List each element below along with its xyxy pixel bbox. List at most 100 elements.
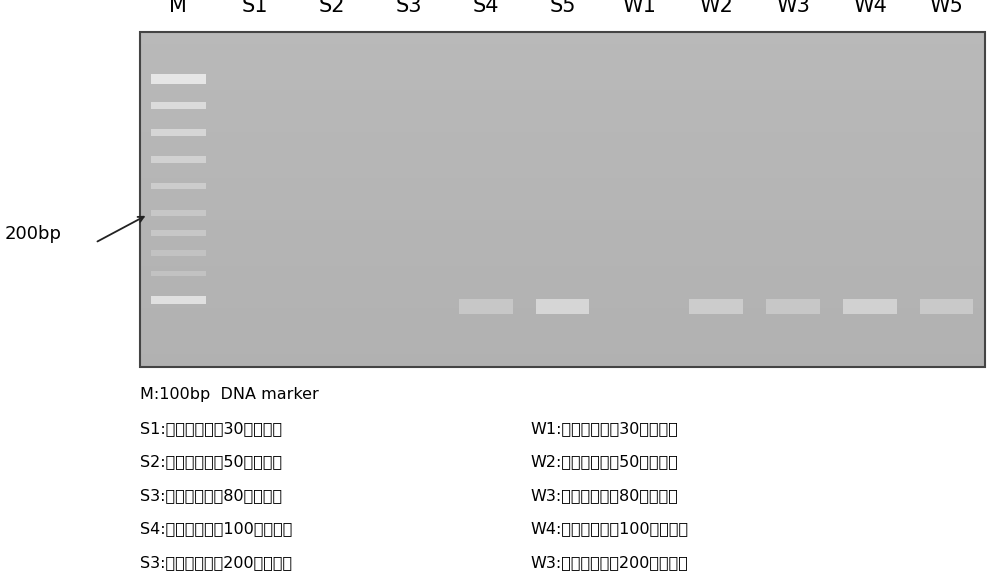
Bar [140,232,985,237]
Text: W1:野生型解旋酢30拷贝模板: W1:野生型解旋酢30拷贝模板 [530,421,678,436]
Bar [766,299,820,314]
Bar [459,299,513,314]
Bar [140,124,985,128]
Text: S1: S1 [242,0,268,16]
Bar [140,157,985,162]
Bar [140,320,985,325]
Text: 200bp: 200bp [5,225,62,243]
Bar [140,228,985,233]
Bar [151,74,206,84]
Bar [140,39,985,45]
Bar [140,61,985,65]
Bar [151,271,206,276]
Text: W3: W3 [776,0,810,16]
Bar [140,312,985,317]
Bar [140,249,985,254]
Text: S4:商业化试剂盖100拷贝模板: S4:商业化试剂盖100拷贝模板 [140,521,292,536]
Bar [140,65,985,69]
Bar [140,44,985,49]
Bar [140,346,985,350]
Bar [140,299,985,304]
Bar [140,52,985,57]
Bar [140,161,985,166]
Bar [140,329,985,334]
Text: S3:商业化试剂盖200拷贝模板: S3:商业化试剂盖200拷贝模板 [140,555,292,570]
Bar [140,270,985,275]
Bar [140,77,985,82]
Bar [140,140,985,145]
Bar [140,291,985,296]
Bar [140,111,985,116]
Bar [140,208,985,212]
Text: W4: W4 [853,0,887,16]
Text: W4:野生型解旋酢100拷贝模板: W4:野生型解旋酢100拷贝模板 [530,521,688,536]
Bar [140,362,985,367]
Bar [140,258,985,262]
Bar [140,178,985,183]
Bar [140,303,985,309]
Bar [140,153,985,157]
Bar [140,224,985,229]
Bar [151,250,206,255]
Text: M: M [169,0,187,16]
Bar [151,156,206,162]
Bar [140,31,985,36]
Bar [140,199,985,203]
Bar [140,316,985,321]
Bar [140,136,985,141]
Bar [140,149,985,153]
Bar [151,297,206,303]
Bar [140,182,985,187]
Bar [140,295,985,300]
Bar [140,165,985,170]
Bar [140,119,985,124]
Bar [140,107,985,112]
Text: S3: S3 [396,0,422,16]
Bar [140,236,985,242]
Bar [843,299,897,314]
Text: W2: W2 [699,0,733,16]
Text: S4: S4 [472,0,499,16]
Text: S5: S5 [549,0,576,16]
Bar [140,174,985,179]
Bar [140,115,985,120]
Bar [140,203,985,208]
Bar [140,325,985,329]
Bar [140,191,985,195]
Text: S3:商业化试剂盖80拷贝模板: S3:商业化试剂盖80拷贝模板 [140,488,282,503]
Bar [140,262,985,266]
Bar [140,350,985,354]
Bar [140,333,985,338]
Bar [140,283,985,287]
Bar [151,183,206,189]
Bar [140,48,985,53]
Bar [140,102,985,108]
Bar [140,57,985,61]
Bar [140,132,985,136]
Bar [140,144,985,149]
Bar [140,98,985,103]
Bar [140,69,985,74]
Bar [140,220,985,225]
Bar [140,240,985,246]
Bar [140,128,985,132]
Text: W1: W1 [622,0,656,16]
Bar [140,32,985,367]
Text: S2:商业化试剂盖50拷贝模板: S2:商业化试剂盖50拷贝模板 [140,454,282,469]
Bar [151,210,206,216]
Bar [140,86,985,91]
Bar [140,341,985,346]
Bar [140,186,985,191]
Bar [140,81,985,86]
Bar [140,307,985,313]
Bar [140,212,985,216]
Bar [140,245,985,250]
Text: W3:野生型解旋酢80拷贝模板: W3:野生型解旋酢80拷贝模板 [530,488,678,503]
Bar [140,90,985,95]
Bar [140,195,985,199]
Bar [140,216,985,220]
Text: M:100bp  DNA marker: M:100bp DNA marker [140,387,319,402]
Text: S1:商业化试剂盖30拷贝模板: S1:商业化试剂盖30拷贝模板 [140,421,282,436]
Bar [689,299,743,314]
Bar [536,299,589,314]
